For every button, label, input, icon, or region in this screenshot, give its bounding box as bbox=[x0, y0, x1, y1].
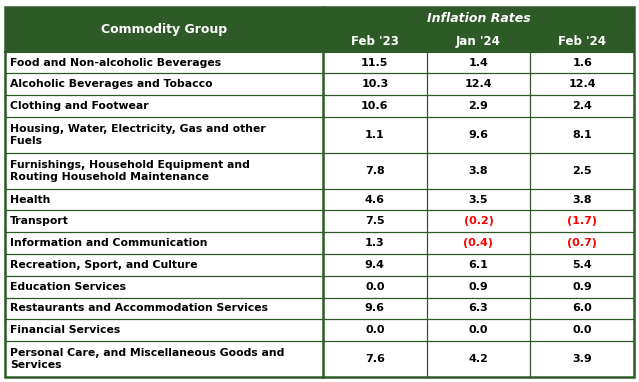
Text: Food and Non-alcoholic Beverages: Food and Non-alcoholic Beverages bbox=[10, 58, 221, 68]
Bar bbox=[5, 95, 634, 117]
Text: 0.0: 0.0 bbox=[365, 325, 385, 335]
Text: 0.9: 0.9 bbox=[573, 282, 592, 292]
Text: 3.9: 3.9 bbox=[573, 354, 592, 364]
Text: 2.4: 2.4 bbox=[573, 101, 592, 111]
Text: 1.6: 1.6 bbox=[573, 58, 592, 68]
Text: 7.6: 7.6 bbox=[365, 354, 385, 364]
Text: Clothing and Footwear: Clothing and Footwear bbox=[10, 101, 149, 111]
Bar bbox=[5, 153, 634, 189]
Text: 2.9: 2.9 bbox=[468, 101, 488, 111]
Text: Recreation, Sport, and Culture: Recreation, Sport, and Culture bbox=[10, 260, 197, 270]
Text: Commodity Group: Commodity Group bbox=[101, 23, 227, 36]
Bar bbox=[5, 341, 634, 377]
Text: 1.3: 1.3 bbox=[365, 238, 385, 248]
Bar bbox=[5, 189, 634, 210]
Text: 6.1: 6.1 bbox=[468, 260, 488, 270]
Text: 12.4: 12.4 bbox=[568, 79, 596, 89]
Text: 2.5: 2.5 bbox=[573, 166, 592, 176]
Bar bbox=[5, 73, 634, 95]
Text: 0.9: 0.9 bbox=[468, 282, 488, 292]
Text: 1.1: 1.1 bbox=[365, 130, 385, 140]
Bar bbox=[323, 7, 634, 31]
Text: (1.7): (1.7) bbox=[567, 216, 597, 227]
Text: Personal Care, and Miscellaneous Goods and
Services: Personal Care, and Miscellaneous Goods a… bbox=[10, 348, 284, 370]
Text: 0.0: 0.0 bbox=[469, 325, 488, 335]
Bar bbox=[5, 276, 634, 298]
Text: 1.4: 1.4 bbox=[468, 58, 488, 68]
Bar bbox=[427, 31, 530, 52]
Text: 10.6: 10.6 bbox=[361, 101, 389, 111]
Bar bbox=[5, 52, 634, 73]
Text: 0.0: 0.0 bbox=[573, 325, 592, 335]
Bar bbox=[5, 254, 634, 276]
Text: Information and Communication: Information and Communication bbox=[10, 238, 208, 248]
Text: 7.8: 7.8 bbox=[365, 166, 385, 176]
Text: Financial Services: Financial Services bbox=[10, 325, 120, 335]
Text: 4.6: 4.6 bbox=[365, 194, 385, 205]
Text: 3.8: 3.8 bbox=[573, 194, 592, 205]
Text: Education Services: Education Services bbox=[10, 282, 126, 292]
Text: Jan '24: Jan '24 bbox=[456, 35, 501, 48]
Text: Restaurants and Accommodation Services: Restaurants and Accommodation Services bbox=[10, 303, 268, 314]
Bar bbox=[5, 117, 634, 153]
Text: 9.6: 9.6 bbox=[468, 130, 488, 140]
Text: Transport: Transport bbox=[10, 216, 69, 227]
Text: Feb '24: Feb '24 bbox=[558, 35, 606, 48]
Text: 0.0: 0.0 bbox=[365, 282, 385, 292]
Text: 11.5: 11.5 bbox=[361, 58, 389, 68]
Text: Furnishings, Household Equipment and
Routing Household Maintenance: Furnishings, Household Equipment and Rou… bbox=[10, 160, 250, 182]
Text: 6.3: 6.3 bbox=[468, 303, 488, 314]
Text: 7.5: 7.5 bbox=[365, 216, 385, 227]
Bar bbox=[5, 298, 634, 319]
Text: Inflation Rates: Inflation Rates bbox=[427, 13, 530, 26]
Bar bbox=[323, 31, 427, 52]
Text: Feb '23: Feb '23 bbox=[351, 35, 399, 48]
Text: (0.7): (0.7) bbox=[567, 238, 597, 248]
Text: 3.5: 3.5 bbox=[469, 194, 488, 205]
Text: 3.8: 3.8 bbox=[468, 166, 488, 176]
Text: Health: Health bbox=[10, 194, 50, 205]
Bar bbox=[5, 232, 634, 254]
Text: 9.6: 9.6 bbox=[365, 303, 385, 314]
Text: (0.4): (0.4) bbox=[463, 238, 493, 248]
Text: Alcoholic Beverages and Tobacco: Alcoholic Beverages and Tobacco bbox=[10, 79, 213, 89]
Text: 5.4: 5.4 bbox=[573, 260, 592, 270]
Text: Housing, Water, Electricity, Gas and other
Fuels: Housing, Water, Electricity, Gas and oth… bbox=[10, 124, 266, 146]
Bar bbox=[530, 31, 634, 52]
Text: 8.1: 8.1 bbox=[573, 130, 592, 140]
Bar bbox=[5, 7, 323, 52]
Text: 12.4: 12.4 bbox=[465, 79, 492, 89]
Text: 4.2: 4.2 bbox=[468, 354, 488, 364]
Bar bbox=[5, 210, 634, 232]
Bar bbox=[5, 319, 634, 341]
Text: 6.0: 6.0 bbox=[573, 303, 592, 314]
Text: 10.3: 10.3 bbox=[361, 79, 389, 89]
Text: 9.4: 9.4 bbox=[365, 260, 385, 270]
Text: (0.2): (0.2) bbox=[463, 216, 493, 227]
